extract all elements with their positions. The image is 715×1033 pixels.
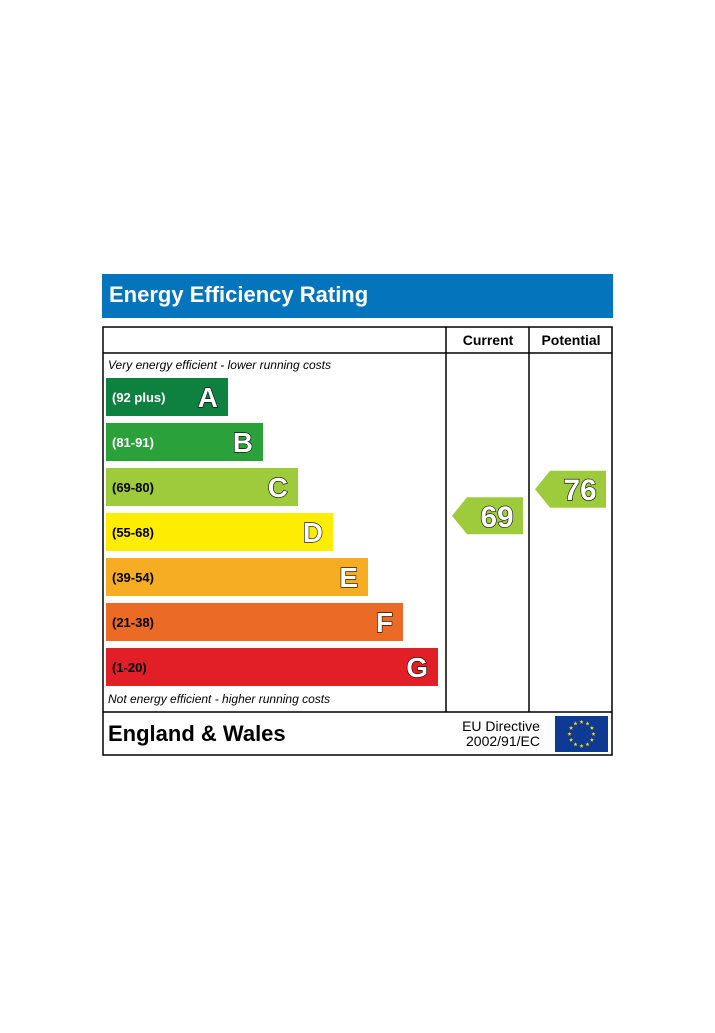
band-range-label: (39-54) [112, 570, 154, 585]
band-range-label: (1-20) [112, 660, 147, 675]
potential-rating-value: 76 [563, 474, 596, 507]
band-d: (55-68) D [106, 513, 333, 551]
band-e: (39-54) E [106, 558, 368, 596]
eu-star-icon [573, 721, 578, 726]
current-arrow-shape [452, 497, 523, 535]
band-letter-label: F [376, 607, 393, 638]
eu-star-icon [589, 737, 594, 742]
eu-star-icon [573, 742, 578, 747]
current-rating-arrow: 69 [452, 497, 523, 534]
band-letter-label: B [233, 427, 253, 458]
band-bar-b [106, 423, 263, 461]
band-b: (81-91) B [106, 423, 263, 461]
eu-star-icon [569, 725, 574, 730]
region-label: England & Wales [108, 721, 286, 746]
current-rating-value: 69 [480, 501, 513, 534]
potential-rating-arrow: 76 [535, 470, 606, 508]
band-bar-g [106, 648, 438, 686]
chart-frame [102, 326, 613, 756]
score-arrows: 69 76 [452, 470, 606, 534]
current-column-header: Current [463, 332, 514, 348]
directive-line-2: 2002/91/EC [466, 733, 540, 749]
band-f: (21-38) F [106, 603, 403, 641]
eu-star-icon [579, 743, 584, 748]
directive-line-1: EU Directive [462, 718, 540, 734]
band-letter-label: A [198, 382, 218, 413]
title-bar [102, 274, 613, 318]
eu-flag-icon [555, 716, 608, 752]
chart-title: Energy Efficiency Rating [109, 282, 368, 307]
potential-column-header: Potential [541, 332, 600, 348]
band-letter-label: C [268, 472, 288, 503]
band-bar-d [106, 513, 333, 551]
band-bar-f [106, 603, 403, 641]
top-note: Very energy efficient - lower running co… [108, 358, 331, 372]
eu-star-icon [567, 731, 572, 736]
eu-star-icon [579, 719, 584, 724]
band-c: (69-80) C [106, 468, 298, 506]
band-bar-a [106, 378, 228, 416]
eu-star-icon [585, 721, 590, 726]
band-bar-c [106, 468, 298, 506]
eu-star-icon [591, 731, 596, 736]
band-range-label: (55-68) [112, 525, 154, 540]
band-range-label: (69-80) [112, 480, 154, 495]
band-letter-label: E [339, 562, 358, 593]
eu-star-icon [585, 742, 590, 747]
band-range-label: (92 plus) [112, 390, 165, 405]
bottom-note: Not energy efficient - higher running co… [108, 692, 330, 706]
band-letter-label: G [406, 652, 428, 683]
band-a: (92 plus) A [106, 378, 228, 416]
band-range-label: (81-91) [112, 435, 154, 450]
rating-bands: (92 plus) A (81-91) B (69-80) C (55-68) D (39-54… [106, 378, 438, 686]
band-bar-e [106, 558, 368, 596]
potential-arrow-shape [535, 470, 606, 508]
band-g: (1-20) G [106, 648, 438, 686]
eu-star-icon [589, 725, 594, 730]
eu-star-icon [569, 737, 574, 742]
band-letter-label: D [303, 517, 323, 548]
band-range-label: (21-38) [112, 615, 154, 630]
